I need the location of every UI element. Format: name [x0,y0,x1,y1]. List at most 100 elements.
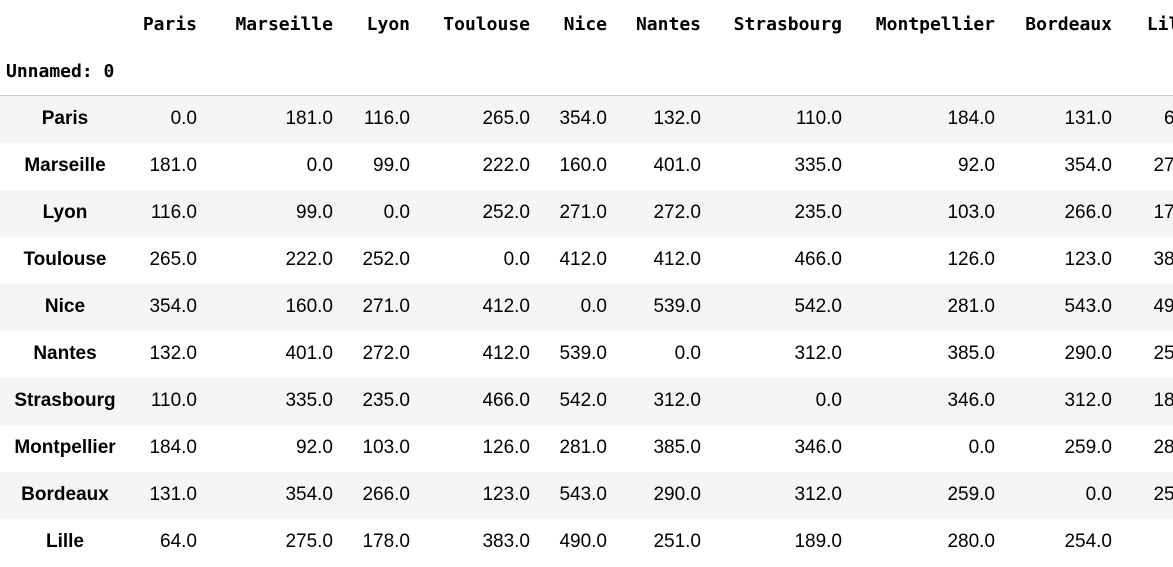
corner-cell [0,0,130,48]
table-cell: 184.0 [149,437,197,458]
table-row: Bordeaux 131.0 354.0 266.0 123.0 543.0 290.0 31… [0,471,1173,519]
table-cell: 99.0 [373,155,410,176]
table-cell: 131.0 [1064,108,1112,130]
table-cell: 335.0 [285,390,333,411]
table-cell: 64.0 [160,531,197,552]
column-header: Toulouse [443,13,530,35]
table-cell: 181.0 [285,108,333,130]
table-cell: 542.0 [794,296,842,317]
column-header: Paris [142,13,197,35]
table-cell: 354.0 [1064,155,1112,176]
table-cell: 412.0 [482,296,530,317]
row-label: Strasbourg [14,390,116,411]
table-cell: 354.0 [559,108,607,130]
row-label: Paris [41,108,89,130]
table-cell: 354.0 [285,484,333,505]
table-cell: 131.0 [149,484,197,505]
table-cell: 272.0 [362,343,410,364]
table-cell: 64.0 [1164,108,1173,130]
table-cell: 123.0 [482,484,530,505]
table-cell: 251.0 [1153,343,1173,364]
table-row: Paris 0.0 181.0 116.0 265.0 354.0 132.0 110.0 18… [0,95,1173,143]
table-cell: 259.0 [947,484,995,505]
table-cell: 280.0 [1153,437,1173,458]
table-cell: 0.0 [1085,484,1112,505]
table-cell: 385.0 [947,343,995,364]
row-label: Lyon [42,202,88,223]
table-cell: 126.0 [947,249,995,270]
row-label: Marseille [24,155,106,176]
table-cell: 412.0 [653,249,701,270]
table-cell: 126.0 [482,437,530,458]
table-cell: 181.0 [149,155,197,176]
table-cell: 490.0 [559,531,607,552]
table-cell: 539.0 [653,296,701,317]
table-cell: 265.0 [149,249,197,270]
table-cell: 275.0 [285,531,333,552]
table-cell: 0.0 [503,249,530,270]
table-cell: 178.0 [1153,202,1173,223]
table-cell: 0.0 [170,108,197,130]
table-cell: 0.0 [580,296,607,317]
table-cell: 235.0 [794,202,842,223]
table-cell: 542.0 [559,390,607,411]
table-cell: 543.0 [559,484,607,505]
table-cell: 252.0 [362,249,410,270]
table-cell: 281.0 [559,437,607,458]
table-cell: 354.0 [149,296,197,317]
table-row: Nice 354.0 160.0 271.0 412.0 0.0 539.0 542.0 281… [0,283,1173,331]
table-cell: 189.0 [794,531,842,552]
table-cell: 290.0 [1064,343,1112,364]
table-cell: 0.0 [306,155,333,176]
table-cell: 251.0 [653,531,701,552]
column-header: Montpellier [875,13,995,35]
table-body: Paris 0.0 181.0 116.0 265.0 354.0 132.0 110.0 18… [0,95,1173,566]
table-cell: 466.0 [794,249,842,270]
row-label: Nice [44,296,86,317]
table-cell: 103.0 [362,437,410,458]
table-cell: 271.0 [362,296,410,317]
table-header: Paris Marseille Lyon Toulouse Nice Nante… [0,0,1173,96]
index-name-row: Unnamed: 0 [0,48,1173,96]
table-cell: 466.0 [482,390,530,411]
table-cell: 110.0 [795,108,842,130]
table-cell: 312.0 [653,390,701,411]
index-name: Unnamed: 0 [0,48,1173,96]
table-cell: 0.0 [1122,519,1173,566]
table-cell: 160.0 [285,296,333,317]
table-cell: 290.0 [653,484,701,505]
table-cell: 123.0 [1064,249,1112,270]
table-cell: 490.0 [1153,296,1173,317]
table-cell: 110.0 [150,390,197,411]
table-cell: 116.0 [363,108,410,130]
table-cell: 235.0 [362,390,410,411]
table-cell: 280.0 [947,531,995,552]
column-header: Nice [563,13,607,35]
table-cell: 271.0 [559,202,607,223]
column-header: Nantes [635,13,701,35]
table-cell: 189.0 [1153,390,1173,411]
table-cell: 275.0 [1153,155,1173,176]
column-header: Bordeaux [1025,13,1112,35]
column-header: Lyon [366,13,410,35]
table-cell: 254.0 [1064,531,1112,552]
table-cell: 312.0 [794,484,842,505]
column-header: Strasbourg [733,13,842,35]
table-cell: 412.0 [482,343,530,364]
column-header: Lille [1146,13,1173,35]
table-cell: 272.0 [653,202,701,223]
table-cell: 184.0 [947,108,995,130]
table-cell: 259.0 [1064,437,1112,458]
table-cell: 401.0 [285,343,333,364]
table-row: Marseille 181.0 0.0 99.0 222.0 160.0 401.0 335.… [0,142,1173,190]
row-label: Montpellier [14,437,116,458]
table-cell: 0.0 [815,390,842,411]
table-cell: 92.0 [958,155,995,176]
row-label: Toulouse [23,249,107,270]
table-cell: 178.0 [362,531,410,552]
table-cell: 222.0 [482,155,530,176]
table-cell: 385.0 [653,437,701,458]
table-cell: 99.0 [296,202,333,223]
